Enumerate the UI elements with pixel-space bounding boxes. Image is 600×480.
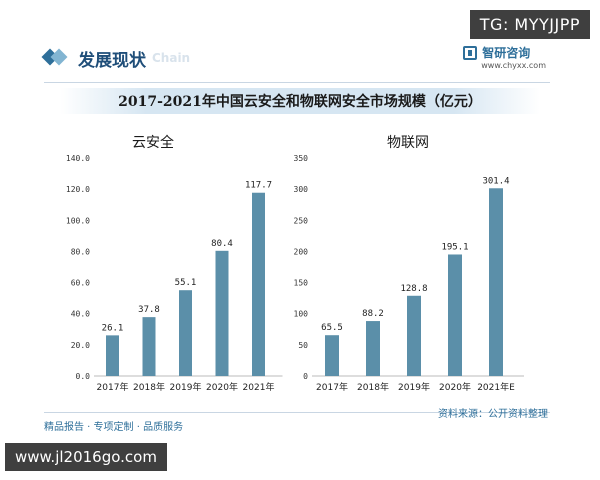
x-tick-label-iot: 2018年 (357, 381, 389, 393)
corner-blank (0, 0, 62, 30)
section-subtitle: Chain (152, 51, 191, 65)
x-tick-label-iot: 2019年 (398, 381, 430, 393)
x-tick-label-iot: 2021年E (477, 381, 515, 393)
data-label-iot: 195.1 (441, 242, 468, 252)
url-badge: www.jl2016go.com (5, 443, 167, 471)
main-chart-title: 2017-2021年中国云安全和物联网安全市场规模（亿元） (118, 94, 482, 110)
x-tick-label-iot: 2020年 (439, 381, 471, 393)
bar-cloud (179, 290, 192, 376)
data-label-cloud: 26.1 (102, 323, 124, 333)
y-tick-label-cloud: 100.0 (66, 216, 90, 225)
data-label-cloud: 37.8 (138, 305, 160, 315)
data-label-iot: 88.2 (362, 309, 384, 319)
logo-icon (463, 45, 478, 60)
y-tick-label-cloud: 60.0 (71, 279, 90, 288)
y-tick-label-iot: 150 (294, 279, 309, 288)
y-tick-label-iot: 100 (294, 310, 309, 319)
bar-iot (489, 188, 503, 376)
y-tick-label-cloud: 0.0 (76, 372, 91, 381)
bar-cloud (142, 317, 156, 376)
data-label-iot: 128.8 (400, 284, 427, 294)
x-tick-label-cloud: 2019年 (170, 381, 202, 393)
data-label-cloud: 117.7 (245, 181, 272, 191)
x-tick-label-cloud: 2021年 (243, 381, 275, 393)
section-title: 发展现状 (78, 50, 146, 71)
x-tick-label-cloud: 2018年 (133, 381, 165, 393)
watermark-badge: TG: MYYJJPP (469, 10, 590, 39)
bar-iot (366, 321, 380, 376)
y-tick-label-cloud: 80.0 (71, 247, 90, 256)
x-tick-label-cloud: 2020年 (206, 381, 238, 393)
bar-iot (325, 335, 339, 376)
y-tick-label-iot: 200 (294, 247, 309, 256)
y-tick-label-iot: 350 (294, 154, 309, 163)
bar-cloud (252, 192, 265, 376)
logo-url: www.chyxx.com (481, 61, 546, 70)
bar-cloud (106, 335, 119, 376)
bar-cloud (215, 250, 229, 376)
y-tick-label-iot: 250 (294, 216, 309, 225)
logo-name: 智研咨询 (482, 46, 531, 60)
section-header: 发展现状 Chain (41, 44, 191, 72)
data-label-cloud: 55.1 (175, 278, 197, 288)
y-tick-label-cloud: 40.0 (71, 310, 90, 319)
data-source: 资料来源：公开资料整理 (438, 409, 548, 420)
brand-logo: 智研咨询 www.chyxx.com (463, 44, 546, 70)
chart-title-band: 2017-2021年中国云安全和物联网安全市场规模（亿元） (60, 88, 540, 114)
y-tick-label-cloud: 140.0 (66, 154, 90, 163)
chart-title-cloud: 云安全 (132, 134, 174, 151)
data-label-cloud: 80.4 (211, 239, 233, 249)
y-tick-label-cloud: 20.0 (71, 341, 90, 350)
data-label-iot: 65.5 (321, 323, 343, 333)
x-tick-label-cloud: 2017年 (97, 381, 129, 393)
header-divider (44, 82, 550, 83)
footer-slogan: 精品报告 · 专项定制 · 品质服务 (44, 422, 184, 433)
y-tick-label-cloud: 120.0 (66, 185, 90, 194)
y-tick-label-iot: 300 (294, 185, 309, 194)
y-tick-label-iot: 50 (298, 341, 308, 350)
bar-iot (407, 295, 421, 376)
bar-iot (448, 254, 462, 376)
x-tick-label-iot: 2017年 (316, 381, 348, 393)
y-tick-label-iot: 0 (303, 372, 308, 381)
chart-title-iot: 物联网 (387, 135, 429, 151)
footer-divider (44, 412, 550, 413)
data-label-iot: 301.4 (482, 176, 509, 186)
